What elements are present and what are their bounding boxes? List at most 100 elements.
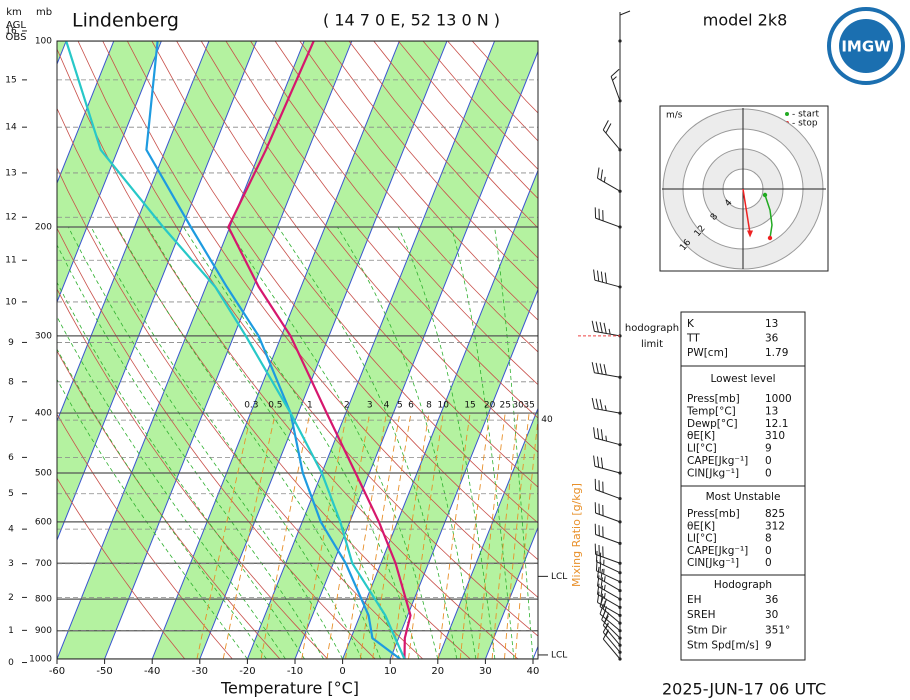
moist-adiabat	[451, 226, 515, 659]
barb-half	[605, 435, 607, 442]
barb-half	[603, 584, 606, 591]
x-tick-label: 30	[479, 666, 492, 677]
moist-adiabat	[183, 226, 420, 659]
barb-staff	[595, 534, 621, 544]
barb-feather	[596, 428, 600, 440]
y-tick-label: 200	[35, 223, 52, 233]
barb-staff	[595, 489, 621, 500]
wind-barb	[596, 566, 622, 593]
isotherm	[389, 288, 538, 659]
isotherm	[57, 41, 210, 423]
barb-feather	[603, 364, 607, 375]
barb-feather	[593, 427, 596, 439]
index-value: 9	[765, 640, 772, 652]
index-name: LI[°C]	[687, 443, 717, 455]
barb-feather	[602, 615, 609, 626]
barb-staff	[599, 606, 621, 624]
moist-adiabat	[57, 244, 324, 659]
x-axis-label: Temperature [°C]	[220, 679, 359, 698]
barb-staff	[596, 561, 621, 574]
index-name: Press[mb]	[687, 508, 740, 520]
x-tick-label: 20	[431, 666, 444, 677]
mixing-ratio-label: 35	[523, 401, 534, 411]
wind-barb	[602, 629, 622, 661]
wind-barb	[591, 362, 622, 379]
y2-axis-label: AGL	[6, 20, 26, 31]
wind-barb	[596, 575, 622, 601]
y-tick-label: 100	[35, 37, 52, 47]
barb-staff	[594, 408, 621, 414]
lcl-label: LCL	[551, 572, 567, 582]
barb-feather	[605, 123, 612, 134]
dry-adiabat	[57, 227, 376, 659]
index-value: 36	[765, 333, 779, 345]
y2-tick-label: 5	[8, 489, 14, 499]
section-title: Hodograph	[714, 579, 772, 591]
hodograph-stop	[767, 235, 773, 241]
model: model 2k8	[703, 11, 788, 30]
y-tick-label: 800	[35, 595, 52, 605]
x-tick-label: -60	[49, 666, 65, 677]
barb-feather	[596, 591, 600, 603]
barb-staff	[602, 631, 621, 653]
barb-feather	[599, 399, 603, 411]
dry-adiabat	[250, 41, 538, 386]
isotherm	[199, 41, 448, 659]
x-tick-label: 40	[527, 666, 540, 677]
barb-feather	[602, 629, 609, 640]
y2-tick-label: 14	[5, 123, 17, 133]
y2-axis-label: km	[6, 7, 22, 18]
index-value: 1.79	[765, 347, 788, 359]
barb-staff	[610, 76, 621, 102]
mixing-ratio-line	[222, 413, 276, 659]
barb-staff	[594, 279, 621, 288]
y-tick-label: 1000	[29, 655, 52, 665]
index-name: CIN[Jkg⁻¹]	[687, 467, 739, 479]
barb-feather	[600, 585, 603, 597]
barb-staff	[595, 553, 621, 564]
isotherm	[57, 41, 258, 542]
y-tick-label: 600	[35, 517, 52, 527]
dry-adiabat	[176, 41, 538, 488]
lcl-label: LCL	[551, 650, 567, 660]
wind-barb	[594, 502, 622, 524]
barb-feather	[619, 10, 631, 16]
mixing-ratio-line	[196, 412, 252, 659]
x-tick-label: -40	[144, 666, 160, 677]
index-name: Temp[°C]	[686, 405, 736, 417]
wind-barb	[591, 320, 622, 338]
barb-feather	[596, 566, 600, 578]
dry-adiabat	[57, 413, 233, 659]
y-tick-label: 300	[35, 331, 52, 341]
index-name: K	[687, 318, 695, 330]
index-name: Stm Spd[m/s]	[687, 640, 759, 652]
isotherm	[246, 41, 496, 659]
wind-barb	[591, 397, 622, 415]
dry-adiabat	[57, 477, 186, 659]
barb-staff	[601, 619, 621, 639]
barb-feather	[593, 269, 596, 281]
barb-half	[603, 176, 606, 183]
index-name: CAPE[Jkg⁻¹]	[687, 455, 748, 467]
index-name: Press[mb]	[687, 393, 740, 405]
dry-adiabat	[299, 41, 538, 321]
wind-barb	[599, 603, 622, 633]
barb-staff	[596, 570, 621, 583]
moist-adiabat	[57, 281, 305, 659]
barb-feather	[591, 362, 595, 373]
y-tick-label: 500	[35, 468, 52, 478]
barb-feather	[595, 398, 599, 410]
hodograph-ring-label: 8	[709, 212, 721, 223]
plot-area	[57, 41, 538, 659]
index-value: 30	[765, 609, 778, 621]
date: 2025-JUN-17 06 UTC	[662, 680, 826, 699]
mixing-ratio-label: Mixing Ratio [g/kg]	[570, 483, 583, 587]
barb-feather	[600, 568, 603, 580]
wind-barb	[595, 550, 622, 575]
isotherm	[57, 41, 305, 659]
barb-feather	[602, 120, 609, 131]
index-name: CAPE[Jkg⁻¹]	[687, 545, 748, 557]
hodograph-line	[764, 194, 773, 239]
index-name: SREH	[687, 609, 716, 621]
